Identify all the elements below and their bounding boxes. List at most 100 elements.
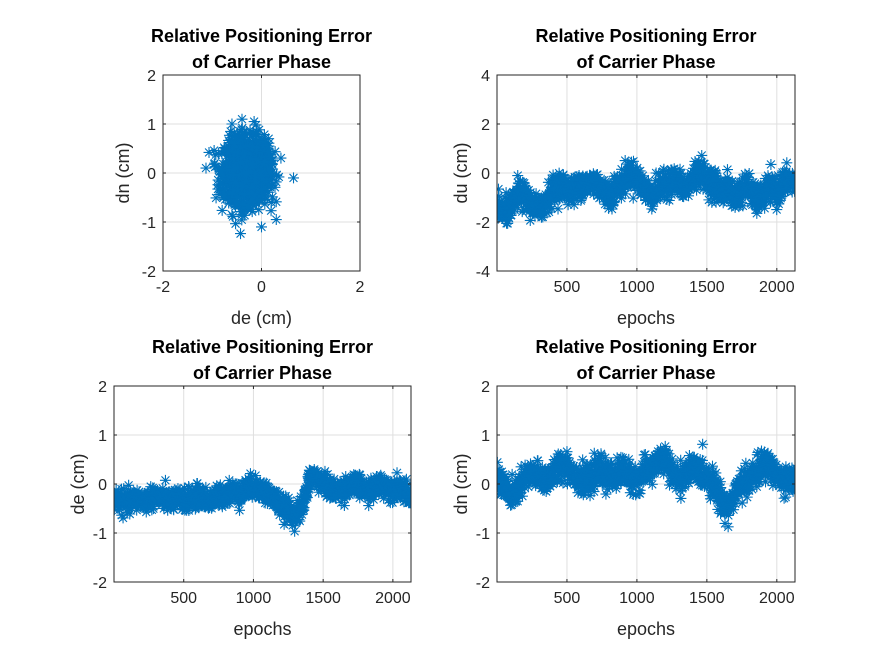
data-point (267, 191, 279, 203)
data-point (234, 142, 246, 154)
data-point (265, 196, 277, 208)
y-tick-label: 2 (481, 117, 490, 134)
data-point (653, 167, 665, 179)
data-point (259, 155, 271, 167)
data-point (219, 145, 231, 157)
data-point (258, 129, 270, 141)
data-point (658, 168, 670, 180)
data-point (218, 142, 230, 154)
x-axis-label: epochs (617, 308, 675, 328)
data-point (265, 151, 277, 163)
data-point (265, 205, 277, 217)
data-point (200, 162, 212, 174)
data-point (616, 163, 628, 175)
data-point (159, 474, 171, 486)
data-point (238, 149, 250, 161)
data-point (515, 487, 527, 499)
y-axis-label: dn (cm) (113, 142, 133, 203)
data-point (270, 196, 282, 208)
data-point (131, 504, 143, 516)
data-point (381, 474, 393, 486)
data-point (253, 124, 265, 136)
data-point (543, 206, 555, 218)
y-tick-label: 2 (147, 68, 156, 85)
data-point (244, 468, 256, 480)
data-point (544, 198, 556, 210)
data-point (709, 164, 721, 176)
data-point (224, 158, 236, 170)
data-point (671, 181, 683, 193)
data-point (210, 149, 222, 161)
x-tick-label: 1500 (689, 279, 725, 296)
data-point (200, 481, 212, 493)
data-point (168, 504, 180, 516)
data-point (124, 508, 136, 520)
data-point (289, 525, 301, 537)
data-point (242, 201, 254, 213)
data-point (616, 186, 628, 198)
data-point (497, 466, 508, 478)
data-point (250, 470, 262, 482)
data-point (328, 473, 340, 485)
data-point (627, 155, 639, 167)
data-point (231, 197, 243, 209)
data-point (245, 161, 257, 173)
data-point (266, 170, 278, 182)
data-point (212, 174, 224, 186)
data-point (762, 170, 774, 182)
data-point (400, 473, 411, 485)
chart-title: of Carrier Phase (193, 363, 332, 383)
data-point (243, 148, 255, 160)
data-point (603, 202, 615, 214)
data-point (218, 192, 230, 204)
data-point (245, 195, 257, 207)
data-point (212, 183, 224, 195)
data-point (529, 191, 541, 203)
data-point (626, 481, 638, 493)
y-tick-label: -4 (476, 264, 490, 281)
data-point (683, 190, 695, 202)
chart-title: of Carrier Phase (576, 52, 715, 72)
data-point (532, 455, 544, 467)
data-point (529, 210, 541, 222)
data-point (584, 490, 596, 502)
data-point (656, 187, 668, 199)
data-point (228, 138, 240, 150)
chart-title: of Carrier Phase (192, 52, 331, 72)
data-point (690, 178, 702, 190)
data-point (537, 211, 549, 223)
y-tick-label: 1 (98, 428, 107, 445)
data-point (169, 499, 181, 511)
data-point (582, 181, 594, 193)
data-point (183, 482, 195, 494)
data-point (288, 172, 300, 184)
data-point (710, 170, 722, 182)
data-point (240, 474, 252, 486)
data-point (758, 179, 770, 191)
x-tick-label: 2000 (759, 279, 795, 296)
data-point (270, 176, 282, 188)
data-point (227, 211, 239, 223)
x-tick-label: 500 (554, 279, 581, 296)
y-axis-label: du (cm) (451, 142, 471, 203)
data-point (242, 473, 254, 485)
data-point (721, 164, 733, 176)
data-point (116, 509, 128, 521)
data-point (243, 171, 255, 183)
data-point (607, 480, 619, 492)
data-point (189, 503, 201, 515)
data-point (205, 488, 217, 500)
data-point (634, 165, 646, 177)
data-point (225, 125, 237, 137)
data-point (546, 202, 558, 214)
data-point (237, 180, 249, 192)
data-point (236, 113, 248, 125)
data-point (589, 481, 601, 493)
data-point (588, 447, 600, 459)
data-point (216, 204, 228, 216)
data-point (355, 473, 367, 485)
data-point (497, 197, 509, 209)
data-point (248, 178, 260, 190)
